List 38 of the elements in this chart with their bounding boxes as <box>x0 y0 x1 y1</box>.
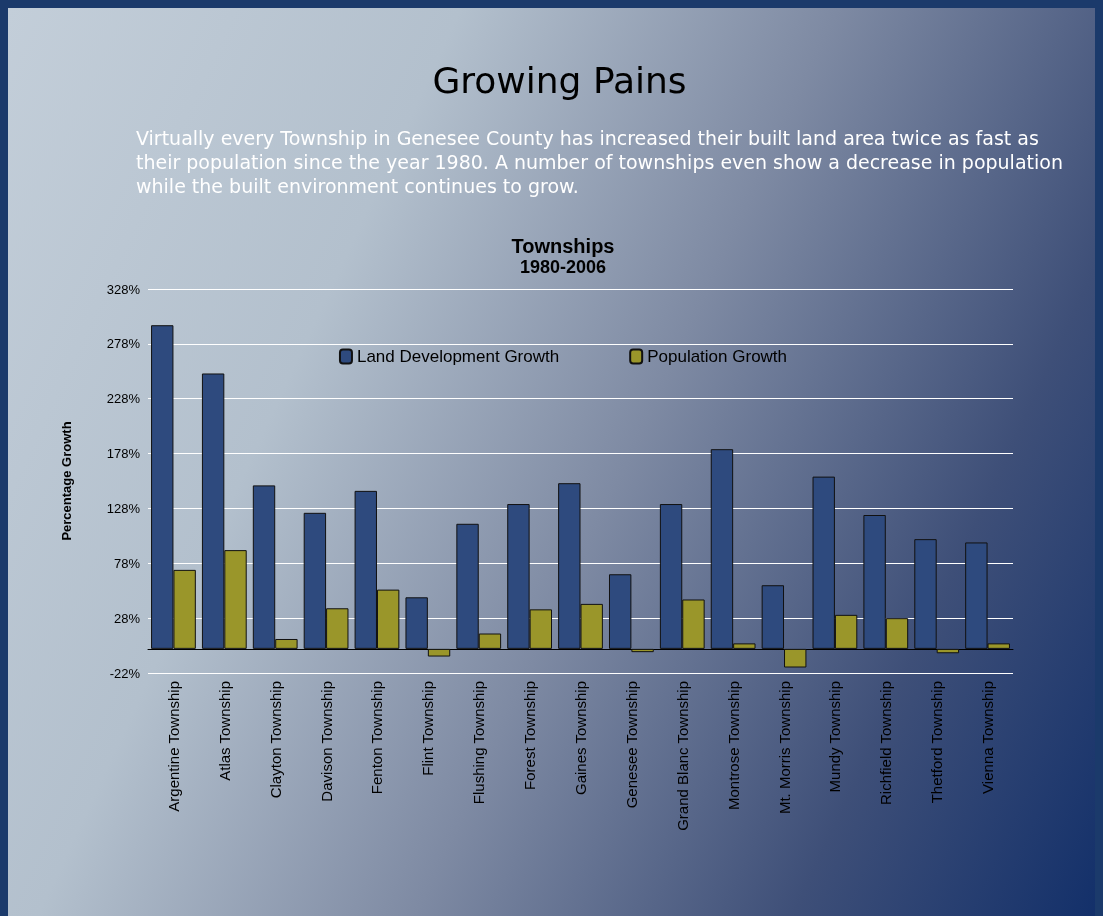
y-tick-label: 78% <box>113 555 141 571</box>
y-axis-title: Percentage Growth <box>59 421 74 541</box>
x-tick-label: Montrose Township <box>724 681 742 810</box>
x-tick-label: Grand Blanc Township <box>673 681 691 831</box>
x-tick-label: Clayton Township <box>266 681 284 799</box>
y-tick-label: 128% <box>106 500 141 516</box>
x-tick-label: Forest Township <box>521 681 539 790</box>
legend-label: Population Growth <box>647 347 788 366</box>
x-tick-label: Flint Township <box>419 681 437 776</box>
chart-title: Growing Pains <box>431 60 688 101</box>
x-tick-label: Vienna Township <box>979 681 997 794</box>
bar <box>427 648 451 657</box>
bar <box>914 539 937 649</box>
y-tick-label: 328% <box>106 281 141 297</box>
y-tick-label: 228% <box>106 391 141 407</box>
bar <box>405 597 428 649</box>
y-tick-label: 278% <box>106 336 141 352</box>
bar <box>761 585 785 649</box>
y-tick-label: -22% <box>109 665 141 681</box>
x-tick-label: Gaines Township <box>572 681 589 795</box>
x-tick-label: Argentine Township <box>164 681 182 812</box>
bar <box>936 648 960 654</box>
x-tick-label: Davison Township <box>317 681 335 802</box>
x-tick-label: Genesee Township <box>622 681 640 809</box>
y-tick-label: 178% <box>106 446 141 462</box>
x-tick-label: Mundy Township <box>826 681 844 793</box>
text: 1980-2006 <box>519 257 607 277</box>
x-tick-label: Atlas Township <box>215 681 233 781</box>
x-tick-label: Thetford Township <box>928 681 946 804</box>
x-tick-label: Mt. Morris Township <box>775 681 793 815</box>
x-tick-label: Richfield Township <box>877 681 895 805</box>
chart-subtitle: Virtually every Township in Genesee County has increased their built land area twice as fast as their population since the year 1980. A number of townships even show a decrease in population while the built environment continues to grow. <box>136 126 1064 198</box>
x-tick-label: Flushing Township <box>470 681 488 805</box>
x-tick-label: Fenton Township <box>368 681 386 795</box>
legend-label: Land Development Growth <box>356 347 560 366</box>
bar <box>784 648 807 668</box>
y-tick-label: 28% <box>113 610 141 626</box>
text: Townships <box>511 235 615 257</box>
